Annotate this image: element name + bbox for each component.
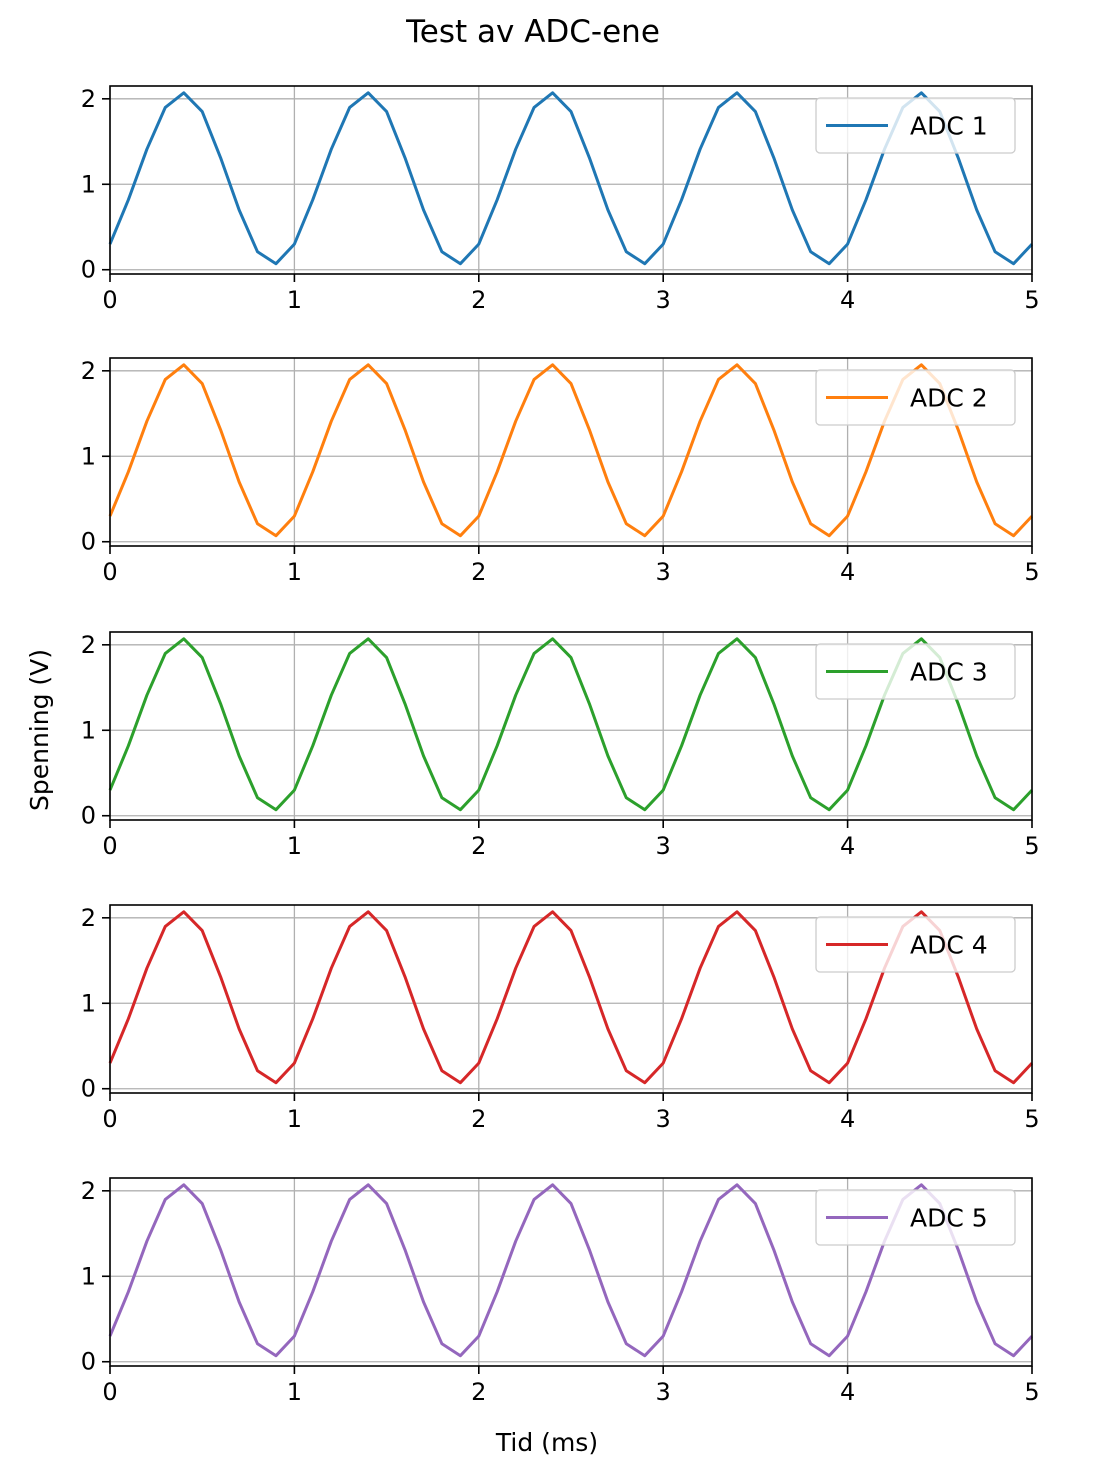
x-tick-label: 4 bbox=[840, 286, 855, 314]
figure-title: Test av ADC-ene bbox=[405, 14, 660, 50]
x-tick-label: 1 bbox=[287, 1378, 302, 1406]
x-tick-label: 5 bbox=[1024, 286, 1039, 314]
y-tick-label: 1 bbox=[81, 989, 96, 1017]
y-tick-label: 2 bbox=[81, 1177, 96, 1205]
axes-frame bbox=[109, 85, 1033, 275]
legend-box bbox=[815, 97, 1016, 154]
x-tick-label: 4 bbox=[840, 558, 855, 586]
y-tick-label: 2 bbox=[81, 85, 96, 113]
x-tick-label: 0 bbox=[102, 558, 117, 586]
x-tick-label: 4 bbox=[840, 1378, 855, 1406]
x-tick-label: 2 bbox=[471, 1105, 486, 1133]
y-tick-label: 1 bbox=[81, 1262, 96, 1290]
legend-label: ADC 2 bbox=[910, 384, 988, 413]
y-axis-label: Spenning (V) bbox=[25, 649, 54, 811]
x-tick-label: 1 bbox=[287, 1105, 302, 1133]
legend-label: ADC 3 bbox=[910, 658, 988, 687]
x-tick-label: 2 bbox=[471, 558, 486, 586]
legend: ADC 1 bbox=[815, 97, 1016, 154]
x-tick-label: 0 bbox=[102, 832, 117, 860]
y-tick-label: 1 bbox=[81, 170, 96, 198]
x-tick-label: 4 bbox=[840, 832, 855, 860]
x-tick-label: 5 bbox=[1024, 1378, 1039, 1406]
legend-label: ADC 5 bbox=[910, 1204, 988, 1233]
x-tick-label: 5 bbox=[1024, 832, 1039, 860]
y-tick-label: 0 bbox=[81, 802, 96, 830]
axes-frame bbox=[109, 357, 1033, 547]
y-tick-label: 2 bbox=[81, 631, 96, 659]
x-tick-label: 2 bbox=[471, 1378, 486, 1406]
x-tick-label: 3 bbox=[656, 1378, 671, 1406]
x-tick-label: 4 bbox=[840, 1105, 855, 1133]
x-tick-label: 0 bbox=[102, 1378, 117, 1406]
series-line bbox=[108, 1183, 1034, 1358]
x-tick-label: 1 bbox=[287, 832, 302, 860]
x-tick-label: 3 bbox=[656, 1105, 671, 1133]
x-tick-label: 5 bbox=[1024, 558, 1039, 586]
legend-label: ADC 4 bbox=[910, 931, 988, 960]
x-tick-label: 1 bbox=[287, 286, 302, 314]
legend: ADC 3 bbox=[815, 643, 1016, 700]
subplot: 0 1 2 3 4 5 0 1 2 ADC 4 bbox=[81, 904, 1040, 1133]
x-tick-label: 3 bbox=[656, 558, 671, 586]
x-tick-label: 0 bbox=[102, 286, 117, 314]
legend-box bbox=[815, 643, 1016, 700]
legend: ADC 2 bbox=[815, 369, 1016, 426]
subplot: 0 1 2 3 4 5 0 1 2 ADC 2 bbox=[81, 357, 1040, 586]
y-tick-label: 0 bbox=[81, 528, 96, 556]
legend-label: ADC 1 bbox=[910, 112, 988, 141]
x-axis-label: Tid (ms) bbox=[495, 1428, 598, 1457]
axes-frame bbox=[109, 631, 1033, 821]
x-tick-label: 3 bbox=[656, 286, 671, 314]
x-tick-label: 5 bbox=[1024, 1105, 1039, 1133]
legend-box bbox=[815, 369, 1016, 426]
y-tick-label: 1 bbox=[81, 442, 96, 470]
series-line bbox=[108, 363, 1034, 538]
x-tick-label: 1 bbox=[287, 558, 302, 586]
y-tick-label: 1 bbox=[81, 716, 96, 744]
y-tick-label: 0 bbox=[81, 1075, 96, 1103]
y-tick-label: 0 bbox=[81, 1348, 96, 1376]
axes-frame bbox=[109, 904, 1033, 1094]
y-tick-label: 2 bbox=[81, 904, 96, 932]
x-tick-label: 2 bbox=[471, 832, 486, 860]
x-tick-label: 0 bbox=[102, 1105, 117, 1133]
y-tick-label: 0 bbox=[81, 256, 96, 284]
legend-box bbox=[815, 916, 1016, 973]
series-line bbox=[108, 910, 1034, 1085]
y-tick-label: 2 bbox=[81, 357, 96, 385]
x-tick-label: 3 bbox=[656, 832, 671, 860]
subplot: 0 1 2 3 4 5 0 1 2 ADC 1 bbox=[81, 85, 1040, 314]
subplots: 0 1 2 3 4 5 0 1 2 ADC 1 0 1 2 3 4 5 0 1 2 ADC 2 0 1 2 3 4 5 0 1 2 ADC… bbox=[81, 85, 1040, 1406]
legend: ADC 4 bbox=[815, 916, 1016, 973]
series-line bbox=[108, 637, 1034, 812]
axes-frame bbox=[109, 1177, 1033, 1367]
subplot: 0 1 2 3 4 5 0 1 2 ADC 3 bbox=[81, 631, 1040, 860]
x-tick-label: 2 bbox=[471, 286, 486, 314]
legend-box bbox=[815, 1189, 1016, 1246]
legend: ADC 5 bbox=[815, 1189, 1016, 1246]
series-line bbox=[108, 91, 1034, 266]
subplot: 0 1 2 3 4 5 0 1 2 ADC 5 bbox=[81, 1177, 1040, 1406]
